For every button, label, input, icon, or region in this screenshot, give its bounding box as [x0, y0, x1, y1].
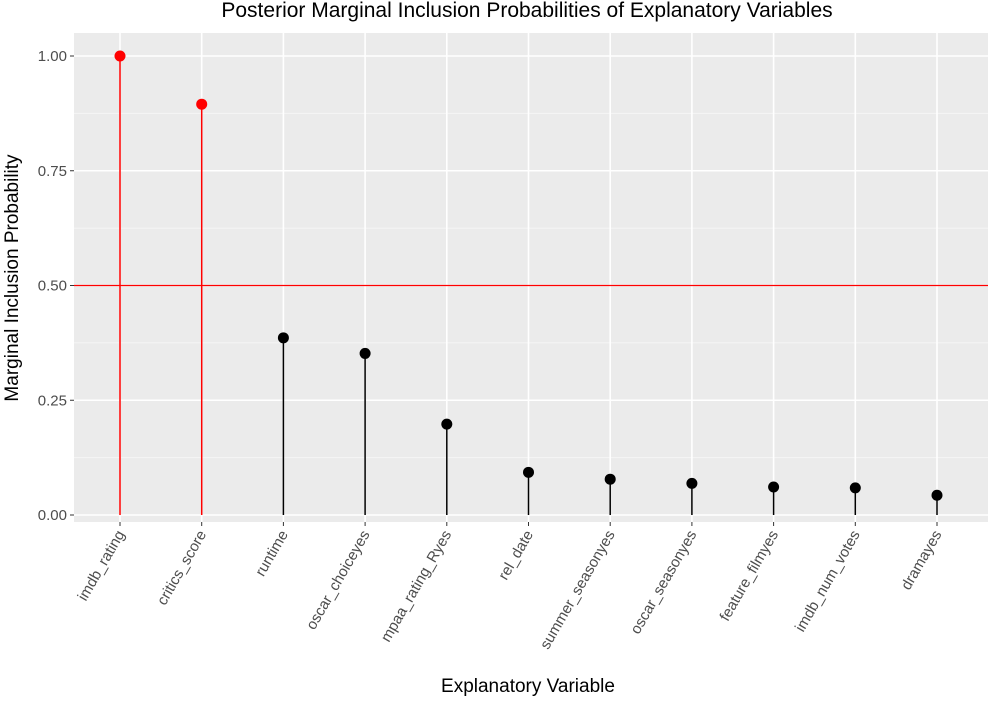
x-tick-label-dramayes: dramayes: [898, 528, 946, 594]
y-tick-label: 0.00: [38, 507, 67, 524]
point-imdb_num_votes: [849, 482, 861, 494]
grid-minor: [74, 112, 988, 459]
x-tick-label-mpaa_rating_Ryes: mpaa_rating_Ryes: [378, 528, 456, 646]
x-axis-title: Explanatory Variable: [441, 676, 615, 697]
x-tick-label-oscar_choiceyes: oscar_choiceyes: [303, 528, 374, 633]
x-tick-label-imdb_rating: imdb_rating: [75, 528, 129, 604]
x-axis-ticks: imdb_rating critics_score runtime oscar_cho…: [75, 522, 946, 653]
point-summer_seasonyes: [604, 473, 616, 485]
point-mpaa_rating_Ryes: [441, 418, 453, 430]
plot-panel: [74, 33, 988, 522]
x-tick-label-imdb_num_votes: imdb_num_votes: [792, 528, 864, 635]
y-axis-title: Marginal Inclusion Probability: [2, 154, 23, 402]
x-tick-label-summer_seasonyes: summer_seasonyes: [537, 528, 619, 653]
y-tick-label: 0.75: [38, 163, 67, 180]
y-tick-label: 0.50: [38, 278, 67, 295]
y-tick-label: 0.25: [38, 392, 67, 409]
y-tick-label: 1.00: [38, 48, 67, 65]
x-tick-label-feature_filmyes: feature_filmyes: [716, 528, 782, 625]
point-critics_score: [196, 98, 208, 110]
point-dramayes: [931, 489, 943, 501]
x-tick-label-critics_score: critics_score: [154, 528, 210, 609]
point-oscar_seasonyes: [686, 477, 698, 489]
point-feature_filmyes: [768, 481, 780, 493]
x-tick-label-rel_date: rel_date: [495, 528, 537, 583]
y-axis-ticks: 0.00 0.25 0.50 0.75 1.00: [38, 48, 74, 524]
point-rel_date: [523, 466, 534, 478]
point-oscar_choiceyes: [359, 347, 371, 359]
chart-title: Posterior Marginal Inclusion Probabiliti…: [221, 0, 832, 22]
lollipop-points: [114, 50, 943, 501]
point-imdb_rating: [114, 50, 126, 62]
point-runtime: [277, 332, 289, 344]
x-tick-label-runtime: runtime: [252, 528, 292, 580]
x-tick-label-oscar_seasonyes: oscar_seasonyes: [627, 528, 700, 638]
